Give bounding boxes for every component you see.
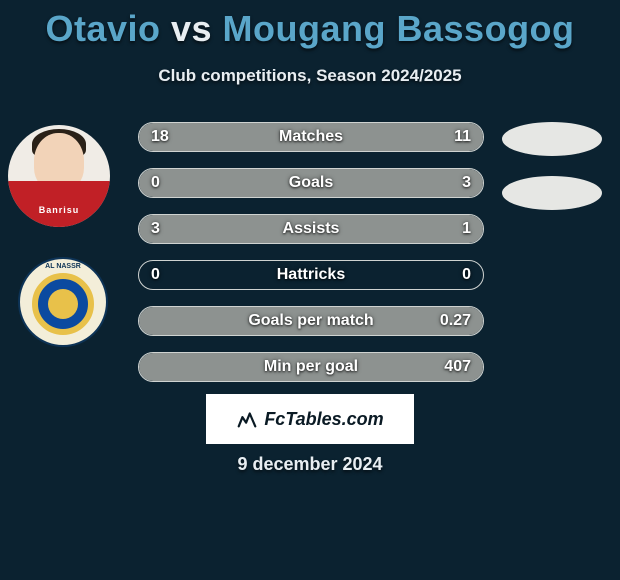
stat-label: Hattricks	[139, 266, 483, 284]
crest-center	[48, 289, 78, 319]
title-player2: Mougang Bassogog	[223, 8, 575, 49]
player2-crest: AL NASSR	[18, 257, 108, 347]
ellipse-1	[502, 122, 602, 156]
stat-value-right: 11	[454, 128, 471, 146]
crest-ring	[32, 273, 94, 335]
stat-row: 0Hattricks0	[138, 260, 484, 290]
stat-value-right: 0	[462, 266, 471, 284]
title-player1: Otavio	[45, 8, 160, 49]
branding-badge: FcTables.com	[206, 394, 414, 444]
stat-value-right: 0.27	[440, 312, 471, 330]
crest-text: AL NASSR	[45, 263, 81, 270]
stat-row: Min per goal407	[138, 352, 484, 382]
stat-label: Assists	[139, 220, 483, 238]
ellipse-2	[502, 176, 602, 210]
branding-text: FcTables.com	[264, 409, 383, 430]
player1-avatar: Banrisu	[8, 125, 110, 227]
stat-row: 0Goals3	[138, 168, 484, 198]
player1-shirt-text: Banrisu	[8, 205, 110, 215]
stat-row: 3Assists1	[138, 214, 484, 244]
branding-logo-icon	[236, 408, 258, 430]
ellipse-column	[502, 122, 602, 230]
stat-value-right: 407	[444, 358, 471, 376]
avatar-column: Banrisu AL NASSR	[8, 125, 118, 377]
stat-label: Matches	[139, 128, 483, 146]
stat-value-right: 3	[462, 174, 471, 192]
date-text: 9 december 2024	[0, 454, 620, 475]
stat-row: Goals per match0.27	[138, 306, 484, 336]
title-vs: vs	[171, 8, 212, 49]
subtitle: Club competitions, Season 2024/2025	[0, 66, 620, 86]
page-title: Otavio vs Mougang Bassogog	[0, 0, 620, 50]
stat-row: 18Matches11	[138, 122, 484, 152]
stat-label: Min per goal	[139, 358, 483, 376]
stat-label: Goals per match	[139, 312, 483, 330]
stat-label: Goals	[139, 174, 483, 192]
stat-value-right: 1	[462, 220, 471, 238]
stats-bars: 18Matches110Goals33Assists10Hattricks0Go…	[138, 122, 484, 398]
